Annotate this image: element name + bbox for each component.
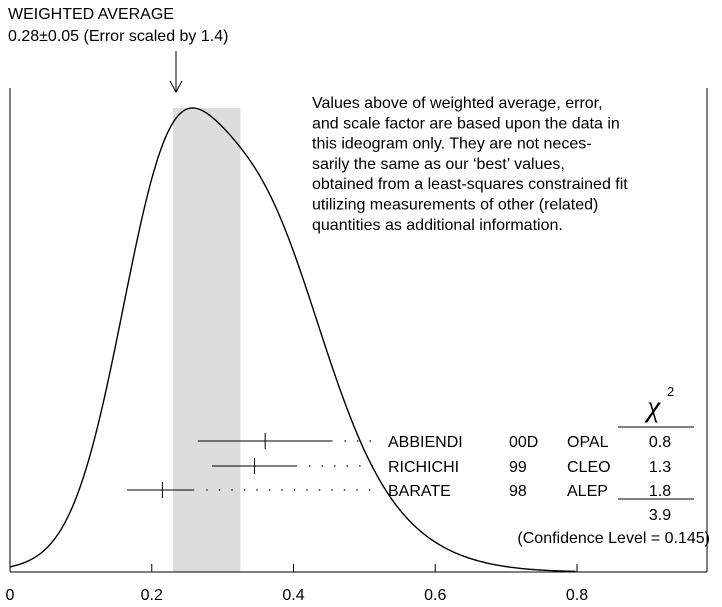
experiment-label: ALEP — [567, 483, 608, 500]
chart-title: WEIGHTED AVERAGE — [8, 6, 174, 23]
chi2-value: 1.8 — [649, 483, 671, 500]
measurements-group: ABBIENDI 00D OPAL 0.8 RICHICHI 99 CLEO 1.3 BARAT… — [126, 433, 671, 500]
note-line: quantities as additional information. — [312, 217, 563, 234]
x-tick-label: 0 — [6, 587, 15, 604]
note-line: Values above of weighted average, error, — [312, 95, 603, 112]
x-tick-label: 0.8 — [566, 587, 588, 604]
chi2-value: 1.3 — [649, 459, 671, 476]
experiment-label: CLEO — [567, 459, 611, 476]
confidence-level: (Confidence Level = 0.145) — [517, 530, 710, 547]
note-line: and scale factor are based upon the data… — [312, 115, 620, 132]
year-label: 98 — [509, 483, 527, 500]
experiment-label: OPAL — [567, 434, 609, 451]
chi2-header: χ — [644, 390, 661, 423]
x-tick-label: 0.2 — [141, 587, 163, 604]
chi2-exponent: 2 — [667, 384, 674, 399]
note-line: this ideogram only. They are not neces- — [312, 136, 592, 153]
author-label: RICHICHI — [388, 459, 459, 476]
note-line: obtained from a least-squares constraine… — [312, 176, 628, 193]
chi2-total: 3.9 — [649, 507, 671, 524]
author-label: ABBIENDI — [388, 434, 463, 451]
explanatory-note: Values above of weighted average, error,… — [312, 95, 628, 234]
note-line: sarily the same as our ‘best’ values, — [312, 156, 565, 173]
year-label: 00D — [509, 434, 538, 451]
author-label: BARATE — [388, 483, 451, 500]
chi2-value: 0.8 — [649, 434, 671, 451]
weighted-average-value: 0.28±0.05 (Error scaled by 1.4) — [8, 28, 228, 45]
x-tick-label: 0.4 — [282, 587, 304, 604]
average-arrow-head — [169, 80, 183, 94]
ideogram-curve — [9, 107, 576, 573]
weighted-average-band — [173, 108, 241, 572]
note-line: utilizing measurements of other (related… — [312, 197, 598, 214]
year-label: 99 — [509, 459, 527, 476]
x-axis-ticks: 0 0.2 0.4 0.6 0.8 — [6, 564, 588, 604]
x-tick-label: 0.6 — [424, 587, 446, 604]
